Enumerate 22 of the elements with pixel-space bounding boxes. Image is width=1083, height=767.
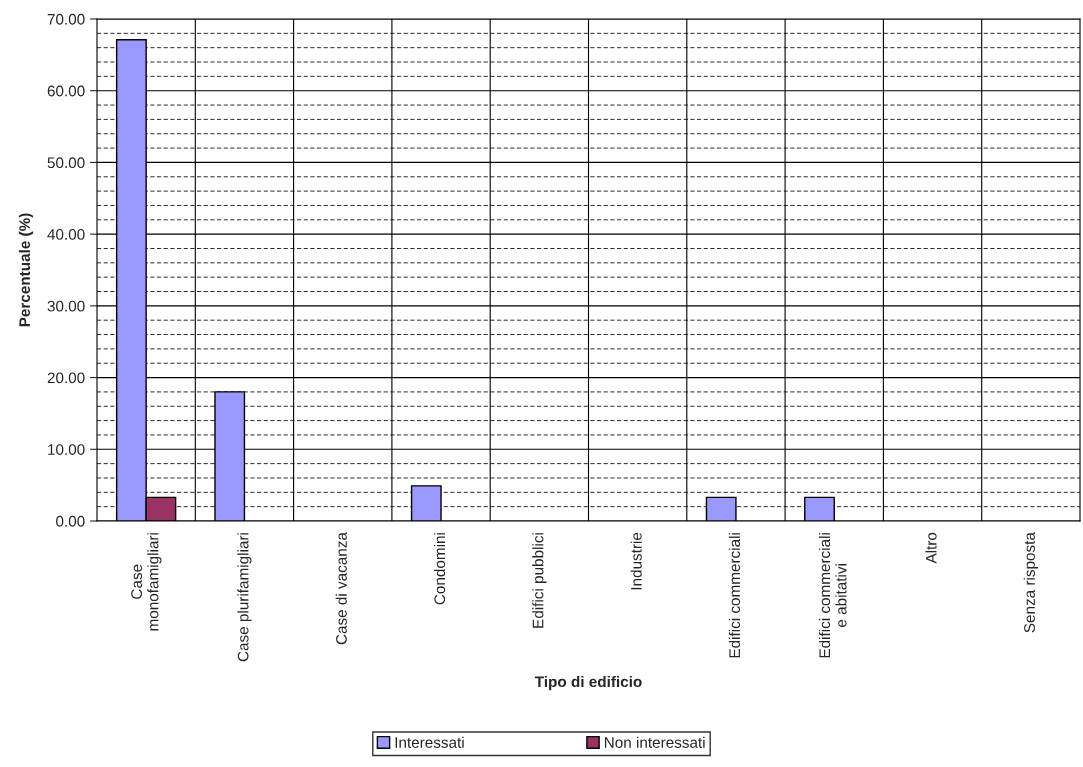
y-tick-label: 10.00 [48,444,85,455]
y-tick-label: 30.00 [47,300,85,312]
x-tick-label: Senza risposta [1023,532,1038,633]
x-tick-label: Altro [925,532,937,564]
x-tick-label: Edifici commerciali e abitativi [818,533,847,658]
y-tick-label: 0.00 [56,515,85,527]
x-axis-title: Tipo di edificio [534,675,642,691]
x-tick-label: Case monofamigliari [131,533,162,631]
y-tick-label: 40.00 [47,229,85,240]
x-tick-label: Case di vacanza [335,532,347,645]
y-tick-label: 60.00 [47,85,85,97]
x-tick-label: Case plurifamigliari [237,533,252,662]
y-axis-title: Percentuale (%) [18,213,34,327]
y-tick-label: 20.00 [47,372,85,384]
legend-label: Interessati [395,736,464,748]
legend-label: Non interessati [604,736,705,748]
y-tick-label: 70.00 [47,13,85,25]
x-tick-label: Edifici commerciali [728,533,741,658]
x-tick-label: Industrie [630,532,642,590]
x-tick-label: Edifici pubblici [532,533,547,628]
y-tick-label: 50.00 [47,157,85,169]
x-tick-label: Condomini [433,533,446,605]
